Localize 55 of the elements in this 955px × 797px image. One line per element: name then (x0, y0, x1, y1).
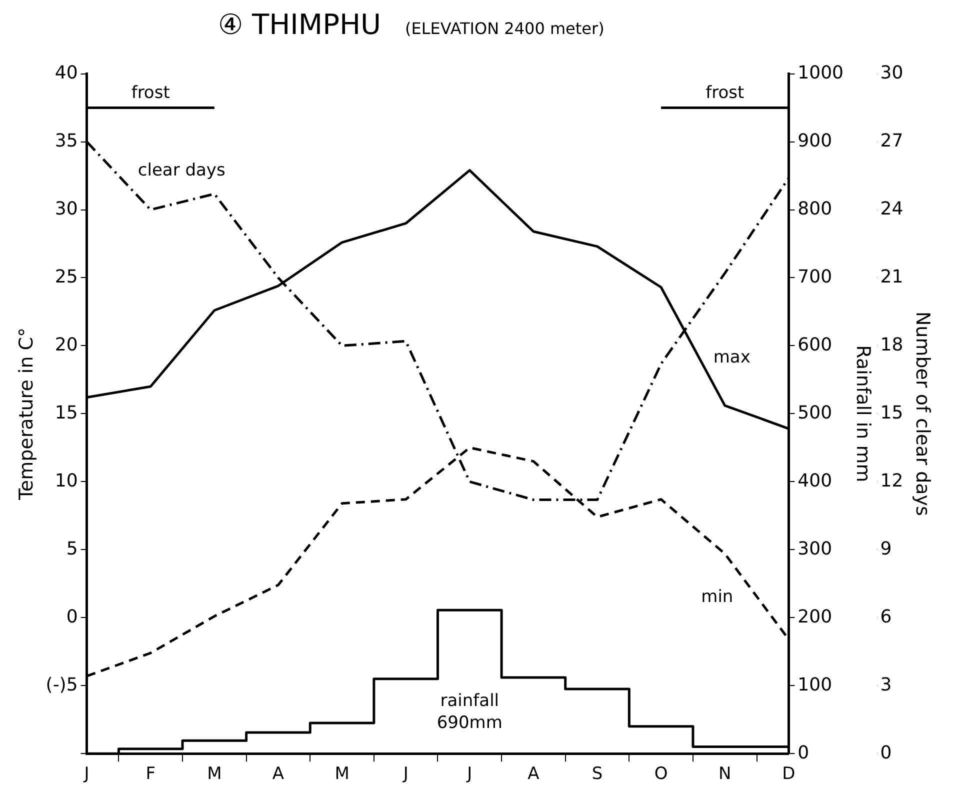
y3-axis-title: Number of clear days (912, 311, 934, 516)
y2-tick-label: 700 (798, 266, 832, 288)
y2-tick-label: 100 (798, 674, 832, 696)
y3-tick-label: 30 (880, 62, 904, 84)
y-tick-label: (-)5 (46, 674, 78, 696)
chart-title: ④ THIMPHU (218, 8, 382, 41)
y-tick-label: 5 (66, 538, 78, 560)
y3-tick-label: 3 (880, 674, 892, 696)
y3-tick-label: 21 (880, 266, 904, 288)
y2-tick-label: 500 (798, 402, 832, 424)
y2-tick-label: 800 (798, 198, 832, 220)
y-tick-label: 0 (66, 606, 78, 628)
y2-tick-label: 300 (798, 538, 832, 560)
y3-tick-label: 6 (880, 606, 892, 628)
y-tick-label: 30 (54, 198, 78, 220)
x-tick-label: D (782, 764, 796, 784)
x-tick-label: M (334, 764, 350, 784)
series-label: clear days (138, 160, 226, 181)
y-tick-label: 15 (54, 402, 78, 424)
x-tick-label: F (146, 764, 156, 784)
y3-tick-label: 0 (880, 742, 892, 764)
y3-tick-label: 27 (880, 130, 904, 152)
x-tick-label: A (272, 764, 284, 784)
y2-tick-label: 0 (798, 742, 810, 764)
y2-tick-label: 600 (798, 334, 832, 356)
x-tick-label: N (718, 764, 732, 784)
y2-tick-label: 1000 (798, 62, 844, 84)
y3-tick-label: 12 (880, 470, 904, 492)
x-tick-label: J (83, 764, 90, 784)
y2-tick-label: 200 (798, 606, 832, 628)
y-tick-label: 40 (54, 62, 78, 84)
x-tick-label: S (592, 764, 603, 784)
y-tick-label: 25 (54, 266, 78, 288)
y3-tick-label: 18 (880, 334, 904, 356)
y2-tick-label: 400 (798, 470, 832, 492)
x-tick-label: A (528, 764, 540, 784)
x-tick-label: O (654, 764, 668, 784)
annotation: rainfall 690mm (436, 691, 502, 734)
y2-tick-label: 900 (798, 130, 832, 152)
x-tick-label: M (207, 764, 222, 784)
x-tick-label: J (466, 764, 472, 784)
series-label: frost (131, 83, 170, 104)
y3-tick-label: 15 (880, 402, 904, 424)
series-label: max (713, 348, 750, 368)
series-label: frost (706, 83, 744, 104)
y3-tick-label: 24 (880, 198, 904, 220)
series-label: min (701, 587, 734, 608)
y-axis-title: Temperature in C° (15, 327, 38, 501)
x-tick-label: J (402, 764, 408, 784)
y-tick-label: 20 (54, 334, 78, 356)
y2-axis-title: Rainfall in mm (852, 345, 874, 482)
y-tick-label: 10 (54, 470, 78, 492)
chart-subtitle: (ELEVATION 2400 meter) (405, 19, 604, 38)
y3-tick-label: 9 (880, 538, 892, 560)
y-tick-label: 35 (54, 130, 78, 152)
